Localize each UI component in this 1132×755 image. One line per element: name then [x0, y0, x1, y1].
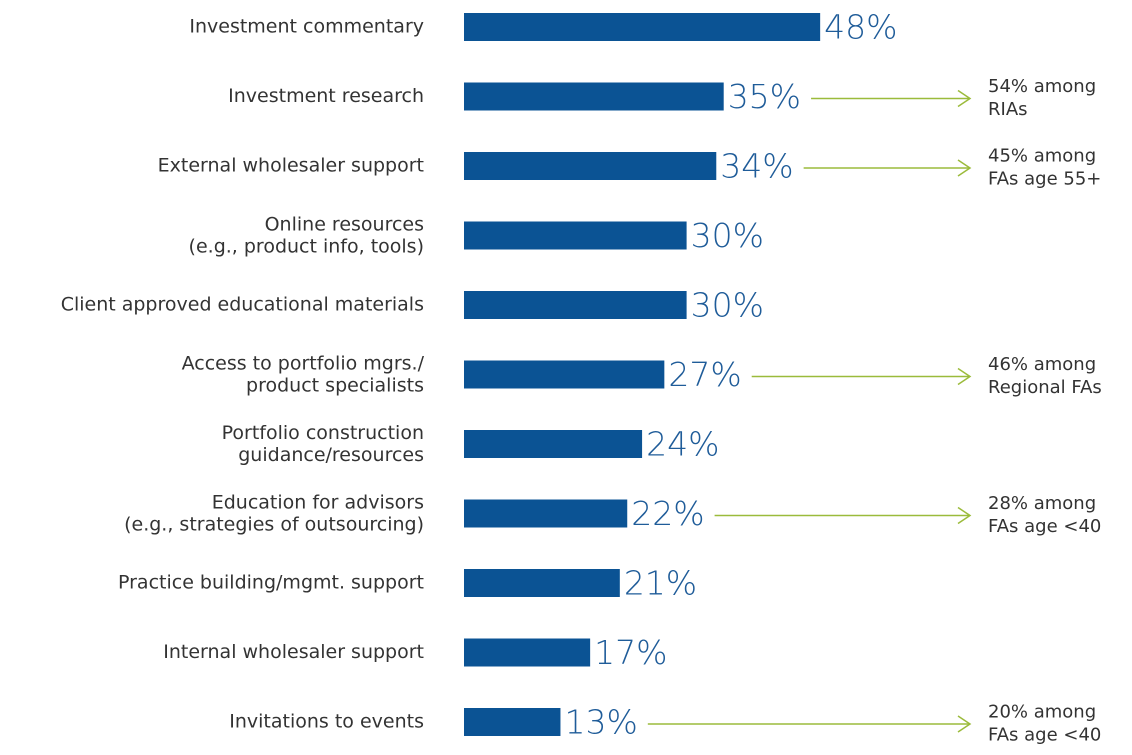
- category-label: Online resources (e.g., product info, too…: [189, 213, 424, 257]
- bar: [464, 430, 643, 458]
- bar: [464, 360, 665, 389]
- value-label: 34%: [720, 147, 793, 186]
- value-label: 17%: [594, 633, 667, 672]
- arrow-head: [957, 715, 972, 733]
- value-label: 30%: [691, 286, 764, 325]
- value-label: 35%: [728, 77, 801, 116]
- value-label: 21%: [624, 564, 697, 603]
- value-label: 30%: [691, 216, 764, 255]
- bar: [464, 82, 724, 111]
- category-label: Client approved educational materials: [61, 294, 424, 316]
- category-label: Education for advisors (e.g., strategies …: [124, 491, 424, 535]
- category-label: Access to portfolio mgrs./product specia…: [182, 352, 425, 396]
- bar: [464, 569, 620, 597]
- bar: [464, 152, 717, 180]
- annotation: 45% among FAs age 55+: [988, 146, 1101, 190]
- arrow-head: [957, 367, 972, 386]
- annotation: 28% among FAs age <40: [988, 493, 1101, 537]
- annotation: 20% among FAs age <40: [988, 702, 1101, 746]
- bar: [464, 708, 561, 736]
- category-label: Practice building/mgmt. support: [118, 572, 424, 594]
- bar: [464, 13, 821, 41]
- value-label: 24%: [646, 425, 719, 464]
- arrow-head: [957, 506, 972, 525]
- value-label: 13%: [564, 703, 637, 742]
- value-label: 48%: [824, 8, 897, 47]
- bar: [464, 638, 591, 667]
- category-label: Internal wholesaler support: [163, 641, 424, 663]
- annotation: 54% among RIAs: [988, 76, 1096, 120]
- value-label: 22%: [631, 494, 704, 533]
- arrow-head: [957, 89, 972, 108]
- category-label: Investment research: [228, 85, 424, 107]
- bar: [464, 221, 687, 250]
- category-label: External wholesaler support: [158, 155, 424, 177]
- bar: [464, 499, 628, 528]
- annotation: 46% among Regional FAs: [988, 354, 1102, 398]
- value-label: 27%: [668, 355, 741, 394]
- category-label: Investment commentary: [189, 16, 424, 38]
- bar: [464, 291, 687, 319]
- category-label: Portfolio construction guidance/resources: [222, 422, 424, 466]
- category-label: Invitations to events: [229, 711, 424, 733]
- arrow-head: [957, 159, 972, 177]
